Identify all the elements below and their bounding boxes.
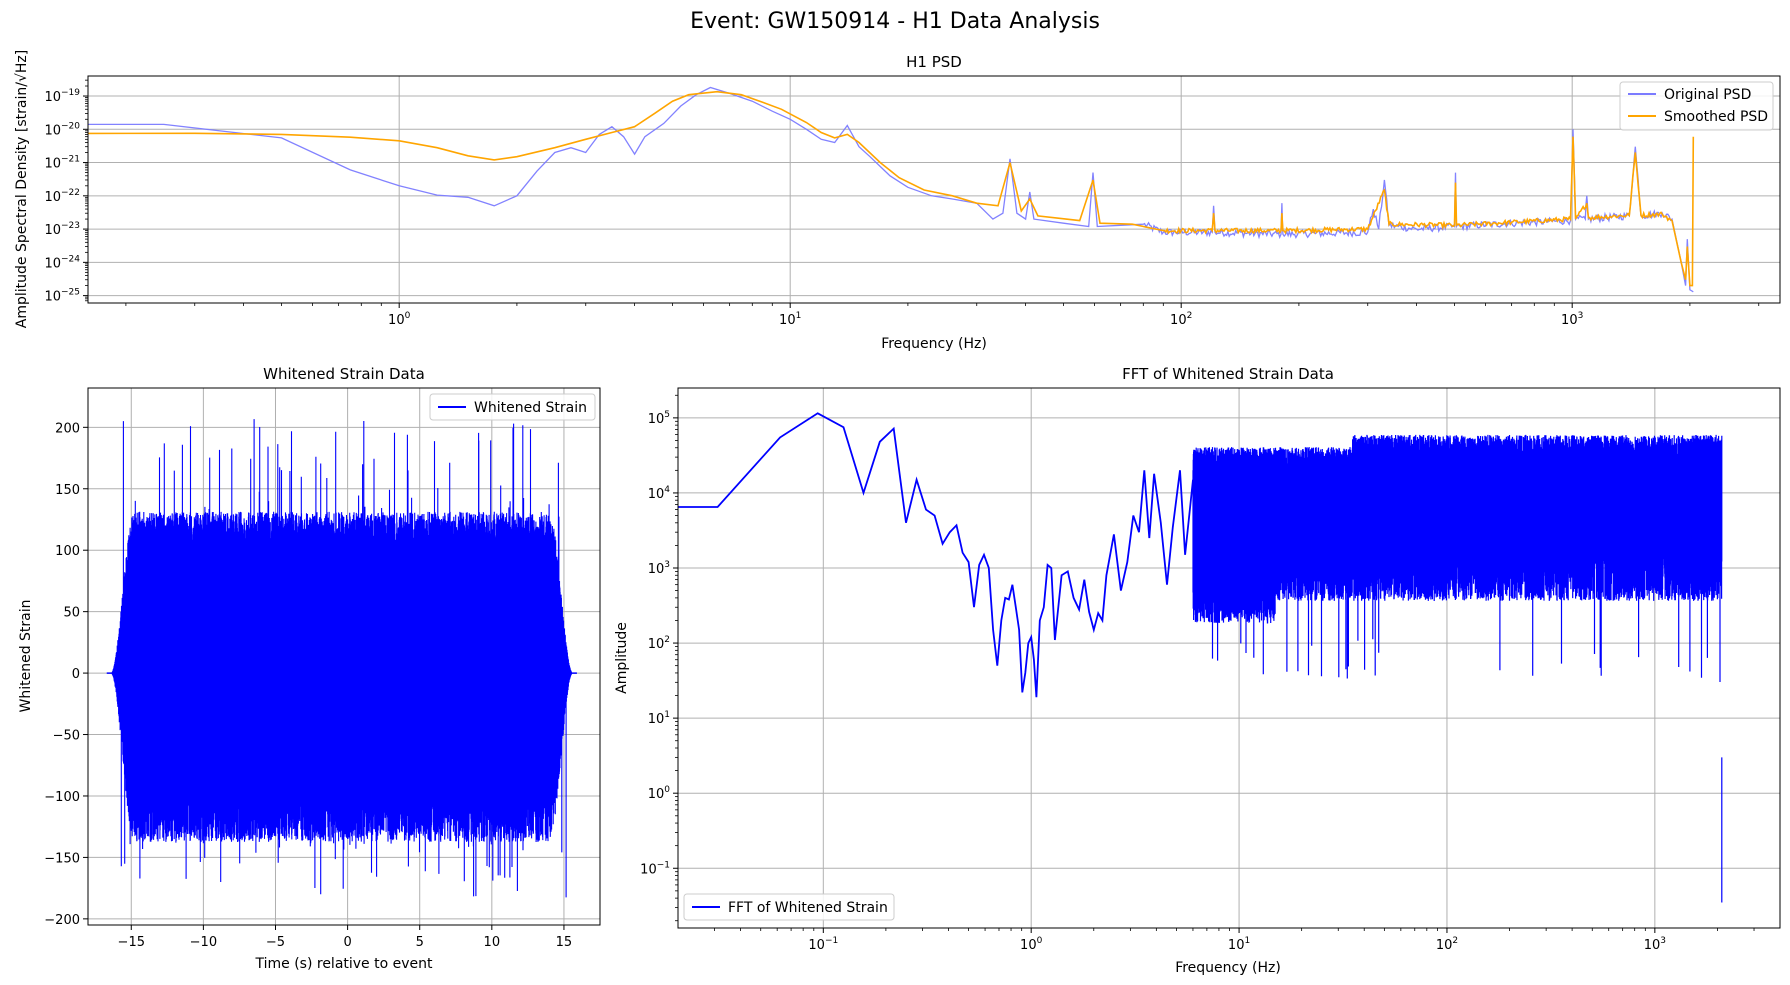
fft-x-tick-label: 10−1 bbox=[808, 936, 838, 953]
psd-y-tick-label: 10−19 bbox=[44, 88, 80, 105]
psd-y-tick-label: 10−21 bbox=[44, 155, 80, 172]
whitened-series bbox=[107, 419, 577, 897]
fft-y-tick-label: 102 bbox=[648, 635, 670, 652]
psd-tick-labels: 100 101 102 103 10−25 10−24 10−23 10−22 10−21 10−… bbox=[44, 80, 1758, 328]
fft-y-tick-label: 100 bbox=[648, 785, 671, 802]
psd-y-axis-label: Amplitude Spectral Density [strain/√Hz] bbox=[14, 50, 30, 328]
psd-y-tick-label: 10−23 bbox=[44, 221, 80, 238]
fft-x-tick-label: 102 bbox=[1436, 936, 1458, 953]
fft-dense-trace bbox=[1193, 435, 1722, 903]
whitened-y-tick-label: −50 bbox=[53, 729, 80, 744]
psd-y-tick-label: 10−25 bbox=[44, 288, 80, 305]
whitened-x-tick-label: 10 bbox=[484, 935, 501, 950]
fft-y-tick-label: 103 bbox=[648, 560, 670, 577]
psd-y-tick-label: 10−24 bbox=[44, 254, 80, 271]
fft-lowfreq-line bbox=[678, 413, 1193, 697]
psd-axes-frame bbox=[88, 76, 1780, 303]
psd-y-tick-label: 10−22 bbox=[44, 188, 80, 205]
fft-y-axis-label: Amplitude bbox=[614, 622, 630, 694]
whitened-strain-trace bbox=[111, 419, 572, 897]
whitened-x-tick-label: −15 bbox=[118, 935, 145, 950]
fft-title: FFT of Whitened Strain Data bbox=[1122, 365, 1334, 383]
whitened-y-tick-label: 50 bbox=[63, 606, 80, 621]
whitened-y-tick-label: 150 bbox=[55, 483, 80, 498]
whitened-title: Whitened Strain Data bbox=[263, 365, 425, 383]
figure-title: Event: GW150914 - H1 Data Analysis bbox=[690, 9, 1100, 34]
whitened-x-tick-label: −10 bbox=[190, 935, 217, 950]
psd-title: H1 PSD bbox=[906, 53, 962, 71]
psd-x-tick-label: 101 bbox=[779, 311, 801, 328]
whitened-y-tick-label: −150 bbox=[44, 851, 80, 866]
psd-y-tick-label: 10−20 bbox=[44, 121, 80, 138]
psd-legend-smoothed-label: Smoothed PSD bbox=[1664, 109, 1768, 125]
whitened-x-tick-label: 0 bbox=[343, 935, 351, 950]
whitened-x-tick-label: 5 bbox=[416, 935, 424, 950]
psd-x-tick-label: 103 bbox=[1561, 311, 1583, 328]
fft-x-axis-label: Frequency (Hz) bbox=[1175, 960, 1281, 976]
whitened-y-tick-label: 200 bbox=[55, 421, 80, 436]
whitened-y-axis-label: Whitened Strain bbox=[18, 599, 34, 712]
fft-series bbox=[678, 413, 1722, 902]
psd-panel: H1 PSD 100 101 102 10310−2510−2410−2310−221… bbox=[14, 50, 1780, 352]
fft-legend: FFT of Whitened Strain bbox=[684, 894, 894, 920]
fft-x-tick-label: 101 bbox=[1228, 936, 1250, 953]
whitened-legend-label: Whitened Strain bbox=[474, 400, 587, 416]
whitened-y-tick-label: −200 bbox=[44, 913, 80, 928]
fft-legend-label: FFT of Whitened Strain bbox=[728, 900, 888, 916]
psd-legend: Original PSD Smoothed PSD bbox=[1620, 82, 1773, 130]
psd-series bbox=[88, 88, 1693, 292]
whitened-x-tick-label: 15 bbox=[556, 935, 573, 950]
whitened-panel: Whitened Strain Data −15 −10 −5 0 5 10 15−200−… bbox=[18, 365, 600, 972]
fft-y-tick-label: 105 bbox=[648, 410, 670, 427]
fft-x-tick-label: 103 bbox=[1644, 936, 1666, 953]
psd-smoothed-line bbox=[88, 92, 1693, 286]
fft-y-tick-label: 104 bbox=[648, 485, 671, 502]
whitened-y-tick-label: −100 bbox=[44, 790, 80, 805]
psd-original-line bbox=[88, 88, 1693, 292]
psd-x-tick-label: 100 bbox=[388, 311, 411, 328]
fft-y-tick-label: 10−1 bbox=[640, 860, 670, 877]
psd-legend-original-label: Original PSD bbox=[1664, 87, 1751, 103]
whitened-legend: Whitened Strain bbox=[430, 394, 595, 420]
whitened-x-axis-label: Time (s) relative to event bbox=[254, 956, 433, 972]
whitened-y-tick-label: 100 bbox=[55, 544, 80, 559]
whitened-y-tick-label: 0 bbox=[72, 667, 80, 682]
whitened-x-tick-label: −5 bbox=[266, 935, 285, 950]
psd-grid bbox=[88, 76, 1780, 303]
fft-panel: FFT of Whitened Strain Data 10−1 100 101 10… bbox=[614, 365, 1780, 976]
psd-x-tick-label: 102 bbox=[1170, 311, 1192, 328]
fft-x-tick-label: 100 bbox=[1020, 936, 1043, 953]
fft-y-tick-label: 101 bbox=[648, 710, 670, 727]
psd-x-axis-label: Frequency (Hz) bbox=[881, 336, 987, 352]
